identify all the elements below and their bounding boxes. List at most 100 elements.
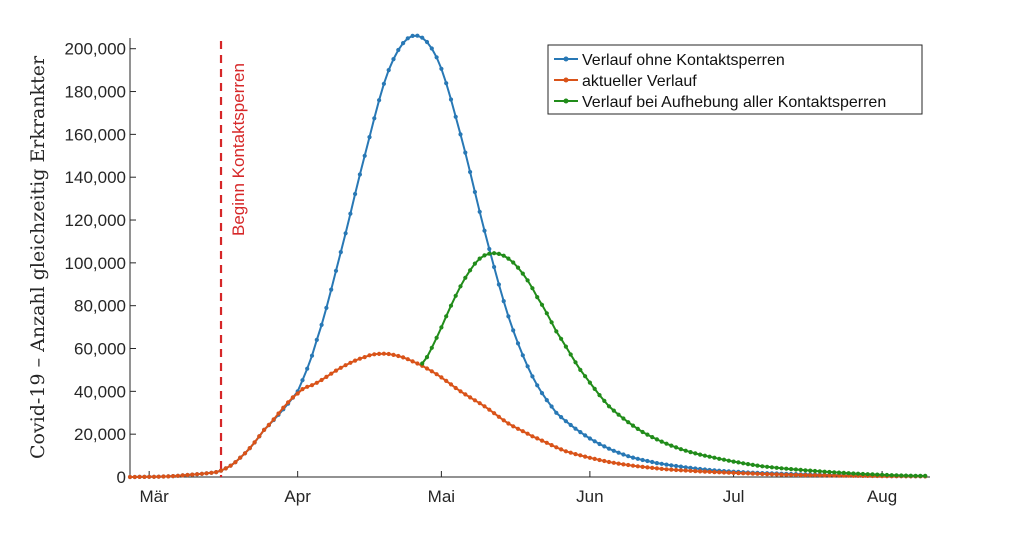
series-point-2 (448, 303, 454, 308)
series-point-2 (616, 412, 621, 417)
series-point-1 (836, 473, 842, 478)
series-point-0 (472, 189, 477, 195)
series-point-2 (444, 314, 449, 319)
series-point-2 (707, 454, 712, 459)
series-point-1 (424, 366, 430, 371)
series-point-0 (621, 452, 626, 457)
series-point-0 (453, 114, 458, 119)
legend: Verlauf ohne Kontaktsperren aktueller Ver… (547, 44, 923, 115)
series-point-1 (683, 468, 688, 473)
series-point-2 (741, 461, 746, 466)
series-point-1 (496, 414, 501, 419)
series-point-1 (319, 377, 324, 383)
series-point-1 (247, 446, 252, 451)
series-point-1 (137, 474, 142, 479)
series-point-0 (401, 41, 406, 46)
series-point-0 (496, 282, 501, 287)
series-point-1 (568, 450, 573, 455)
series-point-1 (659, 466, 664, 471)
series-point-0 (338, 250, 343, 255)
series-point-1 (765, 472, 770, 477)
series-point-2 (875, 472, 880, 477)
series-point-1 (827, 473, 832, 478)
series-point-2 (482, 253, 487, 258)
series-point-0 (305, 366, 310, 371)
series-point-2 (903, 473, 909, 478)
series-point-1 (257, 434, 262, 439)
series-point-0 (669, 463, 674, 468)
series-point-1 (386, 351, 391, 357)
series-point-1 (286, 400, 291, 405)
series-point-1 (559, 447, 564, 452)
series-point-1 (161, 474, 166, 479)
series-point-1 (185, 472, 190, 478)
series-point-0 (391, 57, 396, 62)
series-point-1 (741, 471, 746, 476)
x-tick-label: Jun (576, 487, 603, 506)
series-point-1 (439, 375, 444, 380)
series-point-1 (377, 351, 382, 356)
series-point-2 (836, 470, 842, 475)
series-point-0 (381, 81, 386, 86)
series-point-0 (549, 404, 554, 409)
legend-swatch-marker (563, 98, 569, 104)
series-point-1 (635, 464, 640, 469)
series-point-0 (482, 228, 487, 233)
series-point-1 (808, 473, 813, 478)
series-point-1 (127, 474, 133, 480)
series-point-2 (908, 473, 913, 478)
series-point-1 (717, 470, 722, 475)
series-point-0 (343, 231, 348, 236)
series-point-1 (511, 424, 516, 429)
y-tick-label: 80,000 (74, 297, 126, 316)
series-point-2 (817, 469, 822, 474)
series-group (127, 33, 928, 480)
series-point-2 (664, 441, 669, 446)
series-point-0 (544, 398, 549, 403)
series-point-2 (769, 465, 775, 470)
series-point-1 (769, 472, 775, 477)
series-point-1 (290, 395, 295, 400)
series-point-2 (583, 374, 588, 379)
series-point-2 (621, 416, 626, 421)
series-point-2 (870, 472, 875, 477)
series-point-0 (377, 98, 382, 103)
series-point-1 (195, 472, 200, 477)
series-point-1 (674, 467, 679, 473)
series-point-2 (650, 435, 655, 440)
series-point-2 (822, 469, 827, 474)
series-point-2 (539, 302, 545, 307)
series-point-0 (362, 153, 367, 158)
series-point-1 (645, 465, 650, 470)
series-point-1 (760, 471, 765, 477)
series-point-1 (750, 471, 755, 476)
series-point-2 (654, 437, 660, 442)
series-point-1 (563, 449, 569, 454)
series-point-1 (381, 351, 386, 356)
series-point-1 (252, 440, 257, 445)
series-point-0 (597, 441, 602, 447)
series-point-0 (444, 81, 449, 86)
series-point-1 (214, 470, 219, 475)
y-tick-label: 40,000 (74, 382, 126, 401)
series-point-1 (338, 365, 343, 370)
series-point-2 (856, 471, 861, 476)
series-point-1 (544, 440, 549, 445)
series-point-0 (439, 66, 444, 71)
series-point-0 (654, 461, 660, 466)
series-point-1 (448, 382, 454, 387)
series-point-2 (793, 467, 799, 472)
series-point-1 (611, 460, 616, 465)
series-point-1 (396, 353, 401, 359)
series-point-1 (429, 369, 434, 374)
series-point-0 (674, 463, 679, 469)
series-point-1 (592, 456, 597, 461)
y-tick-label: 160,000 (65, 125, 126, 144)
series-point-1 (789, 472, 794, 477)
series-point-1 (520, 429, 525, 434)
series-line-1 (130, 352, 926, 478)
series-point-1 (530, 434, 535, 439)
series-point-2 (453, 293, 458, 298)
series-point-1 (348, 360, 353, 365)
y-tick-label: 200,000 (65, 40, 126, 59)
